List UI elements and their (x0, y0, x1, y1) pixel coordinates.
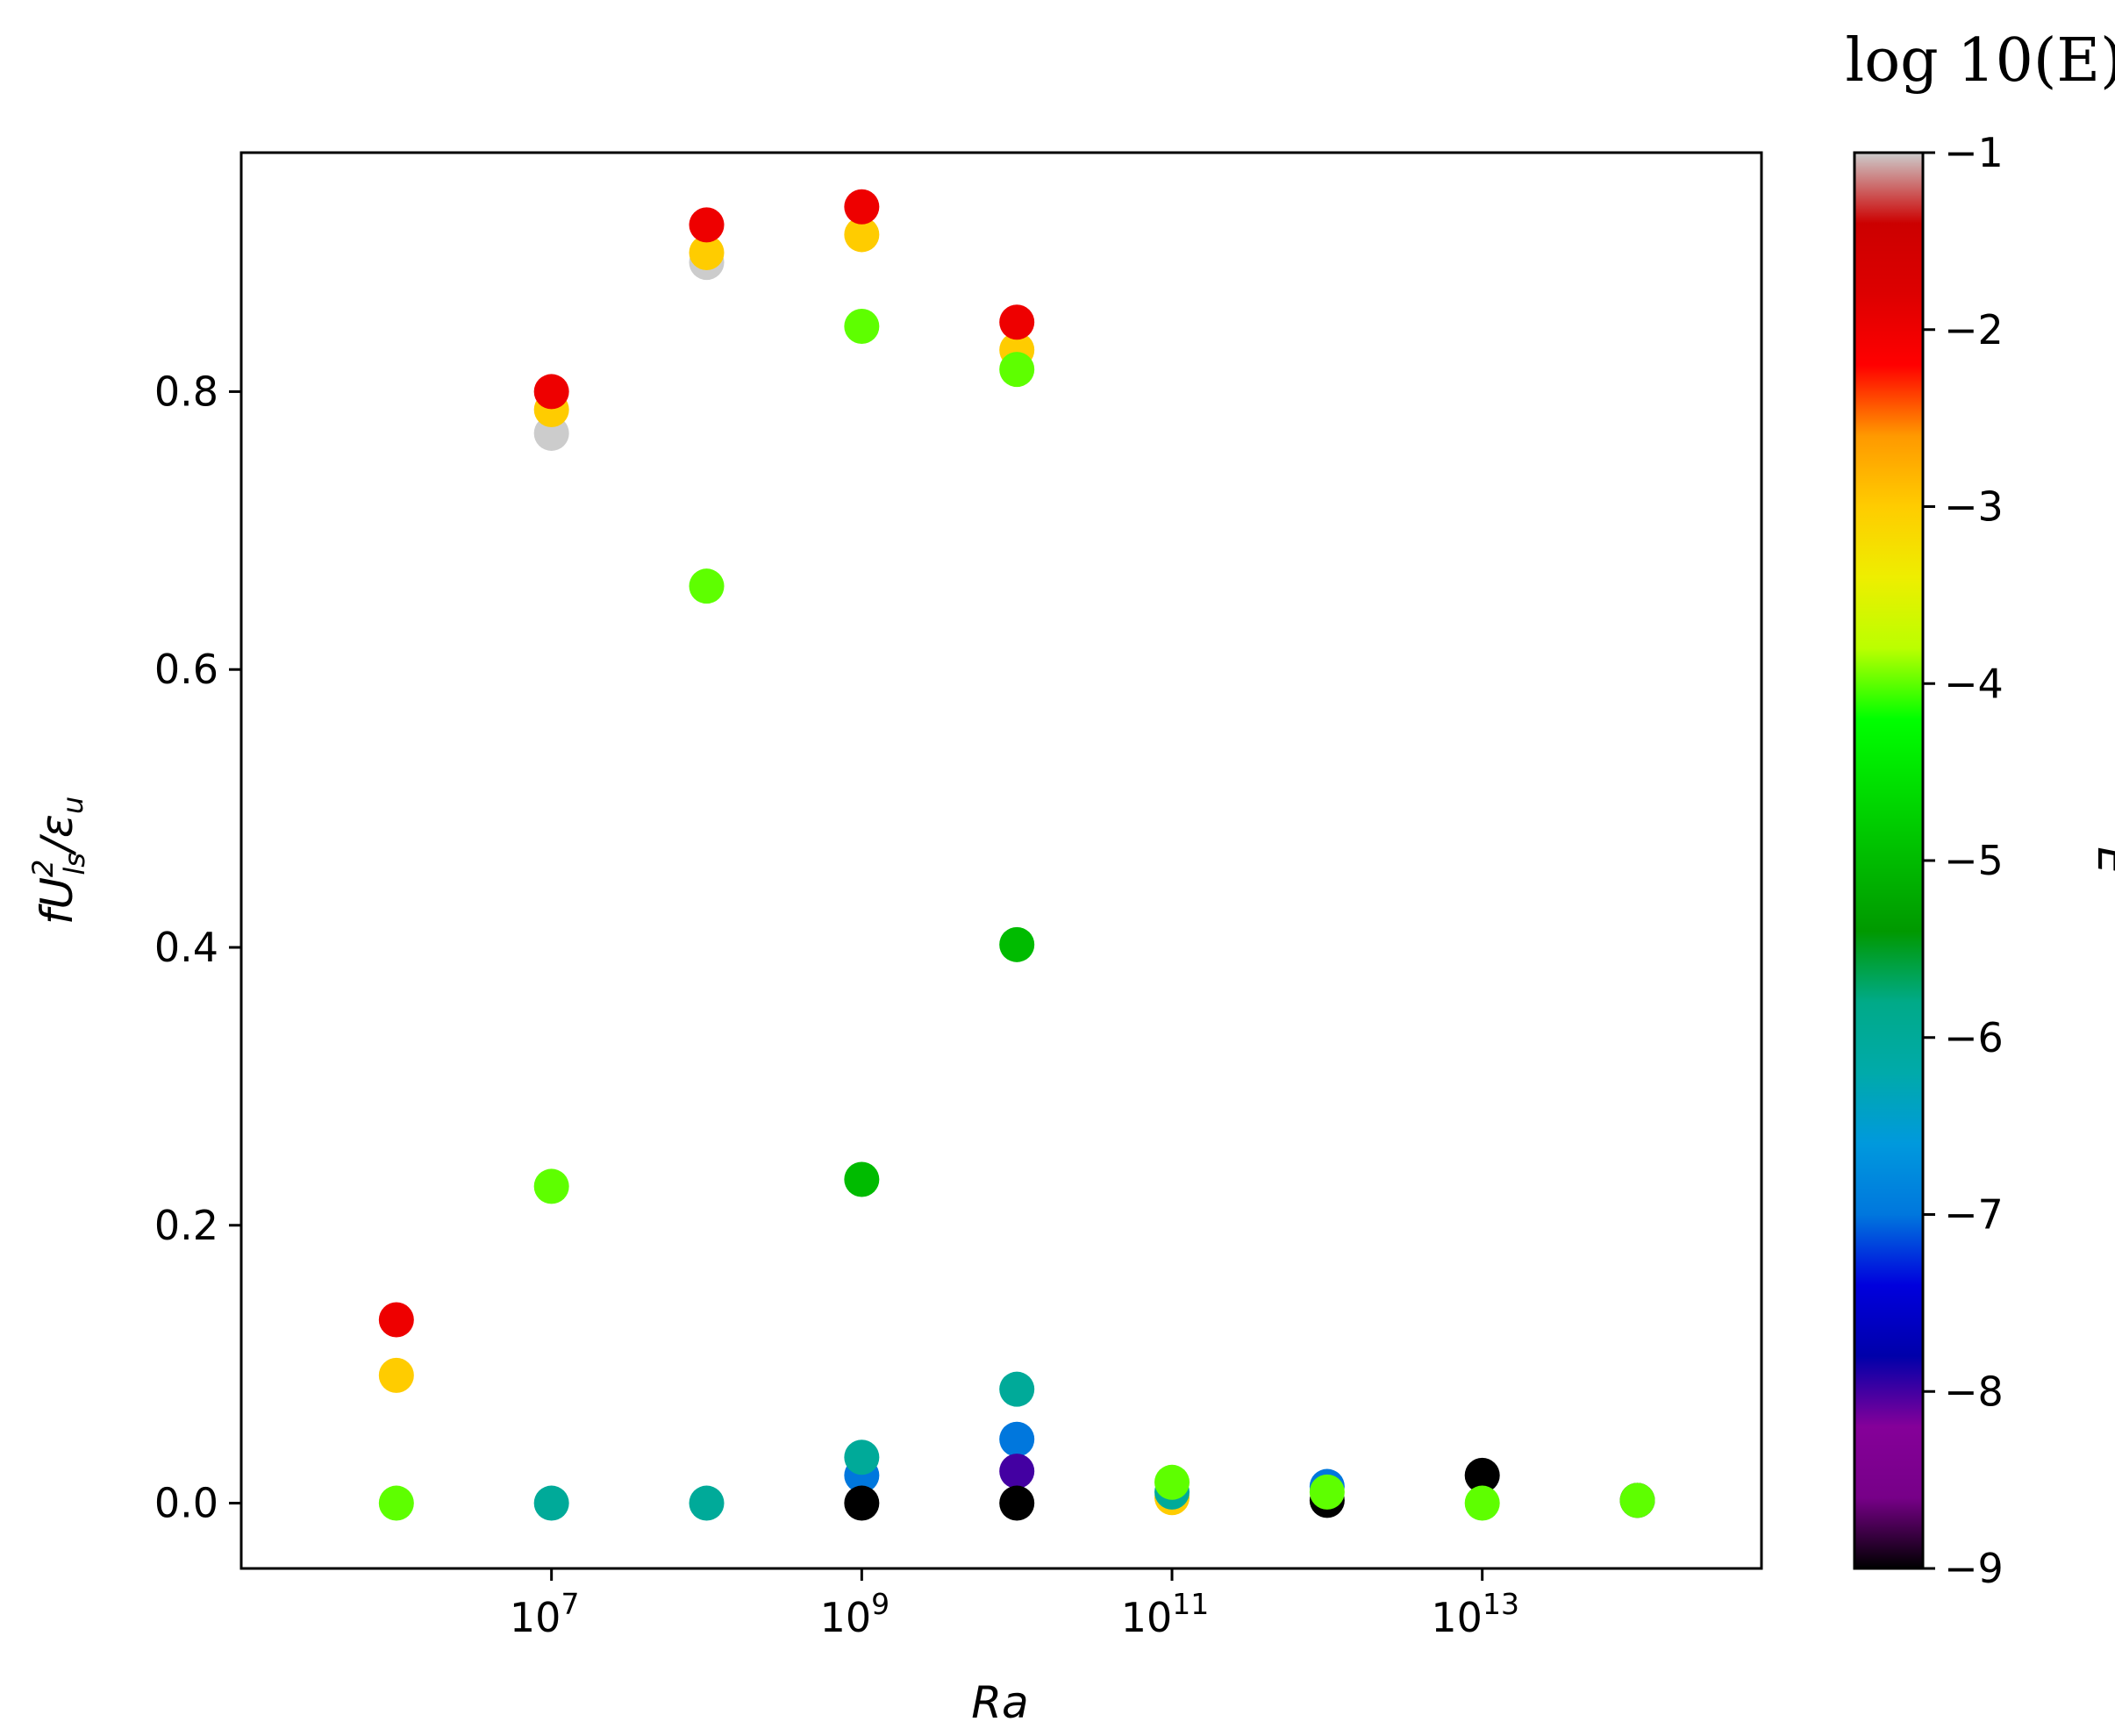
data-point-18 (844, 1440, 880, 1475)
colorbar-title: log 10(E) (1845, 26, 2115, 96)
data-point-7 (533, 1485, 569, 1521)
colorbar-ticks: −1 −2 −3 −4 −5 −6 −7 −8 −9 (1923, 129, 2004, 1592)
data-point-35 (1464, 1485, 1500, 1521)
data-point-33 (1309, 1474, 1345, 1510)
data-point-1 (378, 1357, 414, 1393)
data-point-14 (844, 189, 880, 225)
data-point-19 (844, 1485, 880, 1521)
colorbar-tick-label: −9 (1944, 1545, 2004, 1592)
colorbar-tick-label: −2 (1944, 306, 2004, 354)
data-point-24 (999, 1371, 1035, 1407)
data-point-10 (689, 207, 725, 243)
y-tick-label: 0.4 (154, 924, 218, 971)
x-axis-label: Ra (971, 1677, 1028, 1728)
x-tick-label: 109 (820, 1587, 890, 1641)
data-point-26 (999, 1454, 1035, 1490)
x-tick-label: 107 (510, 1587, 580, 1641)
colorbar-tick-label: −3 (1944, 483, 2004, 531)
data-point-37 (1619, 1482, 1655, 1518)
data-point-12 (689, 1485, 725, 1521)
data-point-0 (378, 1302, 414, 1338)
data-point-6 (533, 1168, 569, 1204)
colorbar (1853, 151, 1925, 1570)
y-tick-label: 0.0 (154, 1480, 218, 1527)
y-tick-label: 0.2 (154, 1202, 218, 1249)
data-point-16 (844, 1161, 880, 1197)
data-point-15 (844, 308, 880, 344)
y-axis-ticks: 0.0 0.2 0.4 0.6 0.8 (154, 368, 241, 1527)
y-axis-label: fU2ls/εu (26, 797, 91, 925)
data-point-11 (689, 568, 725, 604)
data-point-27 (999, 1485, 1035, 1521)
colorbar-tick-label: −8 (1944, 1368, 2004, 1415)
data-point-30 (1154, 1464, 1190, 1500)
x-axis-ticks: 107 109 1011 1013 (510, 1568, 1519, 1641)
y-tick-label: 0.8 (154, 368, 218, 415)
data-point-25 (999, 1421, 1035, 1457)
colorbar-tick-label: −5 (1944, 837, 2004, 884)
plot-area (239, 151, 1763, 1570)
data-point-9 (689, 235, 725, 271)
x-tick-label: 1013 (1431, 1587, 1519, 1641)
colorbar-tick-label: −6 (1944, 1014, 2004, 1061)
data-point-22 (999, 352, 1035, 388)
x-tick-label: 1011 (1121, 1587, 1210, 1641)
data-point-21 (999, 304, 1035, 340)
points-layer (378, 189, 1655, 1521)
data-point-5 (533, 374, 569, 410)
data-point-34 (1464, 1457, 1500, 1493)
data-point-2 (378, 1485, 414, 1521)
colorbar-tick-label: −7 (1944, 1191, 2004, 1239)
data-point-13 (844, 217, 880, 253)
data-point-23 (999, 926, 1035, 962)
colorbar-label: E (2088, 847, 2115, 875)
colorbar-tick-label: −1 (1944, 129, 2004, 176)
colorbar-tick-label: −4 (1944, 660, 2004, 707)
y-tick-label: 0.6 (154, 646, 218, 693)
